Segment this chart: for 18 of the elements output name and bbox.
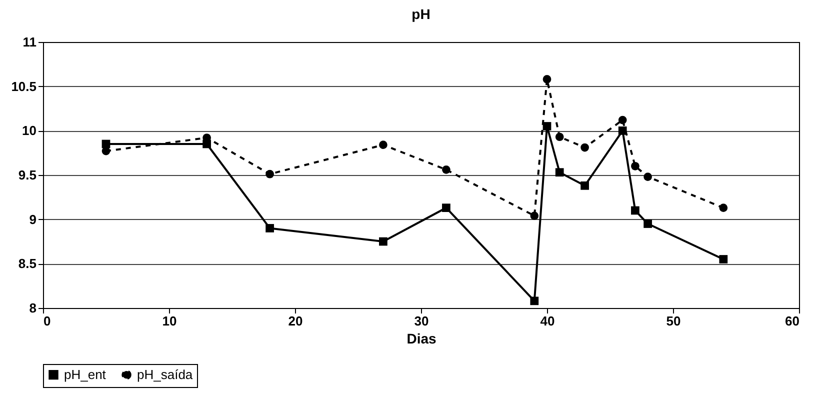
x-tick-label: 60 bbox=[785, 314, 800, 328]
x-tick-label: 40 bbox=[540, 314, 555, 328]
y-tick-label: 10.5 bbox=[11, 78, 36, 94]
y-tick-label: 9 bbox=[29, 212, 36, 227]
chart-title: pH bbox=[412, 6, 430, 22]
x-tick-label: 30 bbox=[414, 314, 429, 328]
x-tick-label: 0 bbox=[44, 314, 51, 328]
x-axis-title: Dias bbox=[406, 330, 436, 346]
x-tick-label: 50 bbox=[666, 314, 681, 328]
legend-label: pH_saída bbox=[137, 366, 194, 382]
y-tick-label: 8.5 bbox=[18, 256, 36, 272]
y-tick-label: 11 bbox=[22, 34, 36, 50]
y-tick-label: 9.5 bbox=[18, 168, 36, 182]
y-tick-label: 10 bbox=[22, 123, 36, 138]
x-tick-label: 20 bbox=[288, 314, 303, 328]
legend-label: pH_ent bbox=[64, 366, 106, 382]
y-tick-label: 8 bbox=[29, 300, 36, 316]
x-tick-label: 10 bbox=[162, 314, 177, 328]
